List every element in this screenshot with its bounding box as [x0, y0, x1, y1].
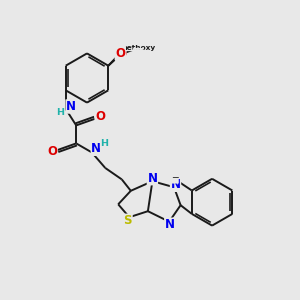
Text: methoxy: methoxy: [119, 45, 155, 51]
Text: N: N: [66, 100, 76, 113]
Text: H: H: [100, 139, 108, 148]
Text: O: O: [95, 110, 105, 124]
Text: N: N: [170, 178, 181, 191]
Text: S: S: [124, 214, 132, 227]
Text: N: N: [147, 172, 158, 185]
Text: methoxy_end: methoxy_end: [133, 48, 143, 50]
Text: ─: ─: [172, 174, 178, 183]
Text: O: O: [47, 145, 57, 158]
Text: N: N: [91, 142, 101, 155]
Text: O: O: [115, 46, 125, 60]
Text: N: N: [165, 218, 175, 231]
Text: O: O: [116, 48, 126, 61]
Text: H: H: [56, 108, 64, 117]
